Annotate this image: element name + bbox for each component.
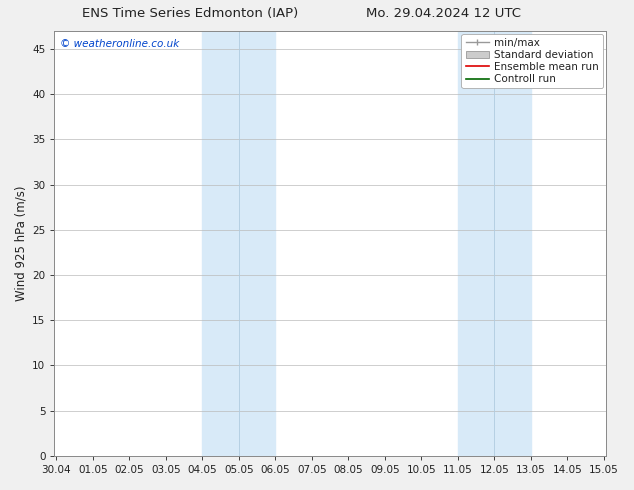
Legend: min/max, Standard deviation, Ensemble mean run, Controll run: min/max, Standard deviation, Ensemble me… <box>462 34 603 88</box>
Bar <box>458 31 531 456</box>
Y-axis label: Wind 925 hPa (m/s): Wind 925 hPa (m/s) <box>15 186 28 301</box>
Text: ENS Time Series Edmonton (IAP): ENS Time Series Edmonton (IAP) <box>82 7 299 21</box>
Text: © weatheronline.co.uk: © weatheronline.co.uk <box>60 39 179 49</box>
Bar <box>202 31 275 456</box>
Text: Mo. 29.04.2024 12 UTC: Mo. 29.04.2024 12 UTC <box>366 7 521 21</box>
